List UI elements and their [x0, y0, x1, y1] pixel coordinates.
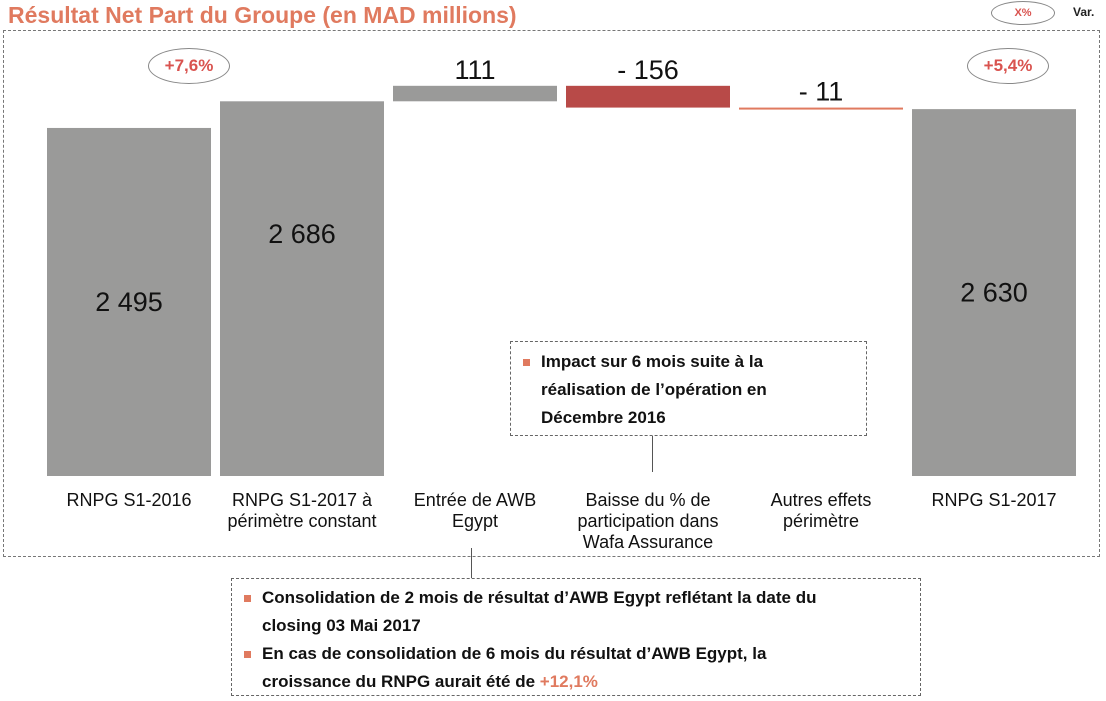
wafa-note-line-2: réalisation de l’opération en: [541, 380, 767, 399]
category-label-3-1: participation dans: [577, 511, 718, 531]
data-label-2: 111: [454, 55, 495, 85]
category-label-0-0: RNPG S1-2016: [66, 490, 191, 510]
awb-growth-highlight: +12,1%: [539, 672, 598, 691]
bullet-square-icon: [523, 359, 530, 366]
awb-note-item-2-line-2: croissance du RNPG aurait été de: [262, 672, 540, 691]
bullet-square-icon: [244, 651, 251, 658]
bar-5: [912, 109, 1076, 477]
bar-4: [739, 107, 903, 110]
category-label-3-2: Wafa Assurance: [583, 532, 713, 552]
variation-legend-pill: X%: [991, 1, 1055, 25]
awb-note: Consolidation de 2 mois de résultat d’AW…: [231, 578, 921, 696]
awb-note-item-2: En cas de consolidation de 6 mois du rés…: [240, 640, 912, 696]
awb-note-item-1-line-2: closing 03 Mai 2017: [262, 616, 421, 635]
bar-0: [47, 127, 211, 476]
page-title: Résultat Net Part du Groupe (en MAD mill…: [8, 2, 517, 28]
category-label-3-0: Baisse du % de: [585, 490, 710, 510]
category-label-1-0: RNPG S1-2017 à: [232, 490, 373, 510]
variation-badge-2017: +5,4%: [967, 48, 1049, 84]
category-label-5-0: RNPG S1-2017: [931, 490, 1056, 510]
awb-note-item-1: Consolidation de 2 mois de résultat d’AW…: [240, 584, 912, 640]
wafa-note-item: Impact sur 6 mois suite à la réalisation…: [519, 348, 858, 432]
awb-note-item-2-line-1: En cas de consolidation de 6 mois du rés…: [262, 644, 767, 663]
bullet-square-icon: [244, 595, 251, 602]
category-label-4-1: périmètre: [783, 511, 859, 531]
data-label-1: 2 686: [268, 219, 336, 249]
data-label-5: 2 630: [960, 278, 1028, 308]
category-label-4-0: Autres effets: [771, 490, 872, 510]
wafa-note-line-1: Impact sur 6 mois suite à la: [541, 352, 764, 371]
category-label-1-1: périmètre constant: [227, 511, 376, 531]
data-label-0: 2 495: [95, 287, 163, 317]
wafa-note-connector: [652, 436, 653, 472]
awb-note-connector: [471, 548, 472, 578]
chart-frame: [3, 30, 1100, 557]
category-label-2-0: Entrée de AWB: [414, 490, 536, 510]
bar-1: [220, 101, 384, 476]
bar-3: [566, 85, 730, 108]
variation-badge-2016: +7,6%: [148, 48, 230, 84]
wafa-note-line-3: Décembre 2016: [541, 408, 666, 427]
wafa-note: Impact sur 6 mois suite à la réalisation…: [510, 341, 867, 436]
category-label-2-1: Egypt: [452, 511, 498, 531]
awb-note-item-1-line-1: Consolidation de 2 mois de résultat d’AW…: [262, 588, 817, 607]
data-label-4: - 11: [799, 77, 844, 107]
bar-2: [393, 85, 557, 102]
data-label-3: - 156: [617, 55, 679, 85]
variation-legend-label: Var.: [1073, 5, 1095, 19]
